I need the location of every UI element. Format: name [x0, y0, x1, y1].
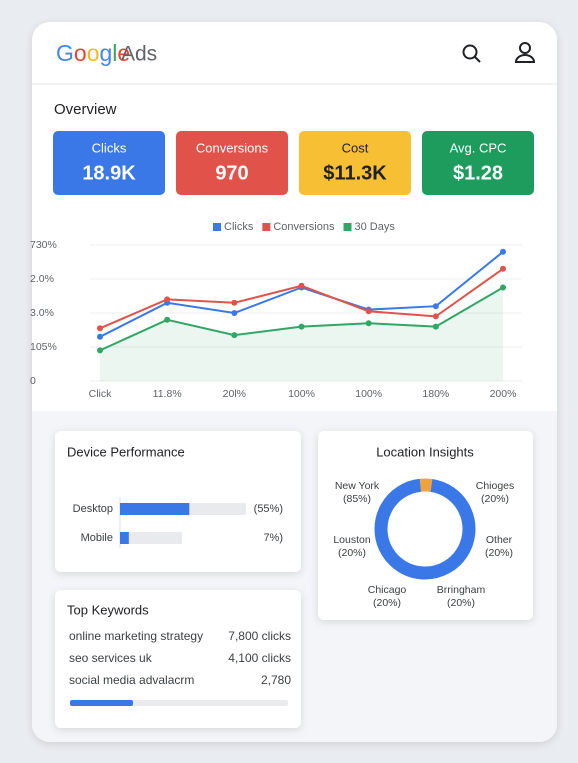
- series-point: [97, 325, 103, 332]
- series-point: [298, 323, 305, 330]
- series-point: [97, 347, 103, 354]
- series-point: [432, 323, 439, 330]
- series-point: [164, 296, 171, 303]
- kpi-card: [299, 131, 411, 195]
- kpi-card: [53, 131, 165, 195]
- keyword: online marketing strategy: [69, 629, 203, 643]
- series-area: [100, 287, 503, 381]
- series-point: [164, 316, 171, 323]
- kpi-value: $1.28: [453, 162, 503, 184]
- series-point: [231, 310, 238, 316]
- annotation-note: (20%): [338, 547, 366, 559]
- y-tick-label: 2.0%: [30, 273, 54, 285]
- keyword: social media advalacrm: [69, 673, 194, 687]
- series-point: [432, 313, 439, 320]
- category-label: Desktop: [73, 503, 113, 515]
- bar: [120, 532, 129, 544]
- annotation-note: (85%): [343, 493, 371, 505]
- legend-swatch: [343, 223, 352, 231]
- donut-segment: [374, 478, 476, 580]
- y-tick-label: 3.0%: [30, 307, 54, 319]
- series-point: [500, 248, 506, 255]
- annotation-note: (20%): [447, 597, 475, 609]
- annotation-name: Brringham: [437, 584, 486, 596]
- series-point: [500, 284, 506, 291]
- category-label: Mobile: [81, 532, 113, 544]
- kpi-label: Avg. CPC: [450, 140, 507, 155]
- keyword-clicks: 4,100 clicks: [228, 651, 291, 665]
- device-card: [55, 431, 301, 572]
- x-tick-label: 20l%: [223, 388, 246, 400]
- bar-track: [120, 532, 182, 544]
- account-icon[interactable]: [514, 42, 536, 63]
- bar: [120, 503, 190, 515]
- brand-logo: Google: [56, 40, 130, 66]
- annotation-name: New York: [335, 480, 380, 492]
- y-tick-label: 0: [30, 375, 36, 387]
- annotation-name: Other: [486, 534, 513, 546]
- keywords-card: [55, 590, 301, 728]
- annotation-name: Chioges: [476, 480, 515, 492]
- series-point: [500, 265, 506, 272]
- search-icon[interactable]: [462, 44, 481, 63]
- keyword: seo services uk: [69, 651, 153, 665]
- progress-fill: [70, 700, 133, 706]
- section-title: Overview: [54, 101, 117, 118]
- keyword-clicks: 2,780: [261, 673, 291, 687]
- x-tick-label: 100%: [355, 388, 382, 400]
- legend-label: Clicks: [224, 221, 254, 233]
- kpi-value: 18.9K: [82, 162, 136, 184]
- series-point: [432, 303, 439, 310]
- kpi-card: [422, 131, 534, 195]
- y-tick-label: 730%: [30, 239, 57, 251]
- series-point: [298, 282, 305, 289]
- card-title: Device Performance: [67, 444, 185, 459]
- annotation-note: (20%): [481, 493, 509, 505]
- value-label: (55%): [254, 503, 283, 515]
- x-tick-label: 200%: [490, 388, 517, 400]
- kpi-value: 970: [215, 162, 248, 184]
- x-tick-label: 100%: [288, 388, 315, 400]
- legend-swatch: [213, 223, 221, 231]
- x-tick-label: 180%: [422, 388, 449, 400]
- series-point: [365, 308, 372, 315]
- series-point: [97, 333, 103, 340]
- legend-label: Conversions: [273, 221, 335, 233]
- kpi-card: [176, 131, 288, 195]
- annotation-note: (20%): [485, 547, 513, 559]
- card-title: Top Keywords: [67, 602, 149, 617]
- y-tick-label: 105%: [30, 341, 57, 353]
- x-tick-label: 11.8%: [153, 388, 182, 400]
- annotation-note: (20%): [373, 597, 401, 609]
- kpi-value: $11.3K: [323, 162, 387, 184]
- kpi-label: Clicks: [92, 140, 127, 155]
- x-tick-label: Click: [89, 388, 112, 400]
- series-point: [365, 320, 372, 327]
- kpi-label: Conversions: [196, 140, 269, 155]
- legend-swatch: [262, 223, 271, 231]
- annotation-name: Louston: [333, 534, 371, 546]
- brand-product: Ads: [121, 43, 157, 66]
- legend-label: 30 Days: [354, 221, 395, 233]
- series-point: [231, 299, 238, 306]
- annotation-name: Chicago: [368, 584, 407, 596]
- card-title: Location Insights: [376, 444, 474, 459]
- series-point: [231, 332, 238, 339]
- location-card: [318, 431, 533, 620]
- keyword-clicks: 7,800 clicks: [228, 629, 291, 643]
- value-label: 7%): [263, 532, 283, 544]
- kpi-label: Cost: [342, 140, 369, 155]
